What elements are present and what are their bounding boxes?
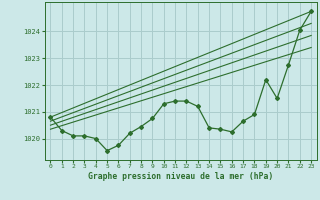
X-axis label: Graphe pression niveau de la mer (hPa): Graphe pression niveau de la mer (hPa) xyxy=(88,172,273,181)
